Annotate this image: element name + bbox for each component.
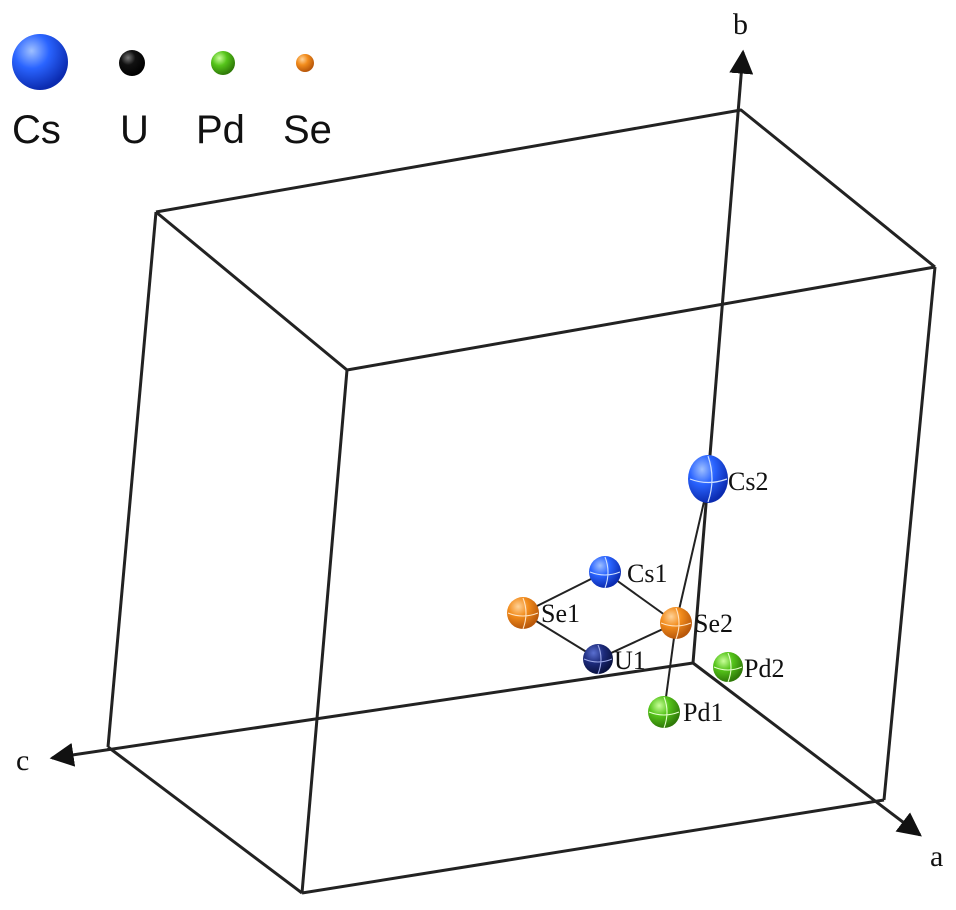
axis-c-line	[49, 661, 694, 767]
cell-edge-left-front	[300, 369, 349, 894]
bonds	[522, 479, 710, 713]
axis-a-label: a	[930, 840, 943, 873]
atom-se2-label: Se2	[694, 609, 733, 638]
legend-pd-swatch	[211, 51, 235, 75]
cell-edge-bottom-left	[107, 745, 303, 895]
legend: Cs U Pd Se	[12, 34, 332, 152]
axis-b-line	[691, 49, 754, 664]
atom-se1-octant-lines	[507, 597, 539, 630]
axis-c-label: c	[16, 744, 29, 777]
atom-cs2-label: Cs2	[728, 467, 768, 496]
legend-cs-swatch	[12, 34, 68, 90]
unit-cell-box	[106, 108, 937, 895]
atom-u1	[583, 644, 613, 674]
bond-se2-cs2	[675, 479, 710, 624]
atom-u1-label: U1	[614, 646, 646, 675]
atom-cs1	[589, 556, 621, 588]
legend-u-swatch	[119, 50, 145, 76]
atom-cs2-octant-lines	[689, 455, 728, 503]
atom-se1-label: Se1	[541, 599, 580, 628]
atom-cs1-label: Cs1	[627, 559, 667, 588]
legend-se-label: Se	[283, 108, 332, 152]
atom-pd1-octant-lines	[648, 696, 680, 729]
atom-pd2-label: Pd2	[744, 654, 784, 683]
atom-pd1	[648, 696, 680, 728]
atom-se2	[660, 607, 692, 639]
legend-se-swatch	[296, 54, 314, 72]
cell-edge-top-back	[155, 108, 936, 269]
legend-u-label: U	[120, 108, 149, 152]
cell-edge-bottom-front	[301, 798, 885, 895]
legend-cs-label: Cs	[12, 108, 61, 152]
cell-edge-top-left	[155, 210, 348, 372]
atom-cs2	[688, 455, 728, 503]
axis-a-line	[692, 661, 922, 837]
atom-se2-octant-lines	[660, 607, 692, 640]
axes	[49, 49, 922, 837]
atom-u1-octant-lines	[583, 644, 613, 675]
axis-b-label: b	[733, 8, 748, 41]
cell-edge-left-back	[106, 211, 158, 748]
atom-pd2-octant-lines	[713, 652, 743, 683]
atom-pd2	[713, 652, 743, 682]
atom-se1	[507, 597, 539, 629]
atom-cs1-octant-lines	[589, 556, 621, 589]
atom-pd1-label: Pd1	[683, 698, 723, 727]
cell-edge-top-front	[346, 265, 936, 372]
cell-edge-right-front	[882, 266, 937, 801]
atoms: Cs2 Cs1 Se1 Se2 U1 Pd2 Pd1	[507, 455, 784, 729]
legend-pd-label: Pd	[196, 108, 245, 152]
